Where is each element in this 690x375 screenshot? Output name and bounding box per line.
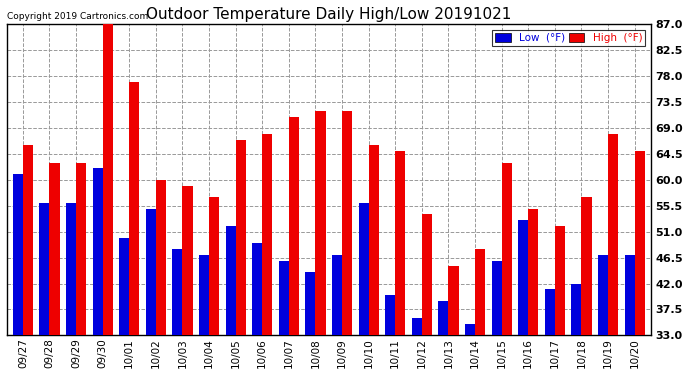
Bar (76, 163, 86, 335)
Legend: Low  (°F), High  (°F): Low (°F), High (°F) (493, 30, 645, 46)
Bar (438, 301, 449, 335)
Bar (635, 151, 644, 335)
Bar (236, 140, 246, 335)
Bar (385, 295, 395, 335)
Bar (555, 226, 565, 335)
Bar (92, 168, 103, 335)
Bar (172, 249, 182, 335)
Bar (465, 324, 475, 335)
Bar (226, 226, 236, 335)
Bar (66, 203, 76, 335)
Bar (529, 209, 538, 335)
Bar (103, 19, 112, 335)
Bar (475, 249, 485, 335)
Bar (289, 117, 299, 335)
Bar (608, 134, 618, 335)
Bar (624, 255, 635, 335)
Bar (129, 82, 139, 335)
Bar (262, 134, 273, 335)
Bar (412, 318, 422, 335)
Bar (182, 186, 193, 335)
Bar (544, 290, 555, 335)
Bar (315, 111, 326, 335)
Bar (23, 146, 33, 335)
Bar (50, 163, 59, 335)
Bar (491, 261, 502, 335)
Title: Outdoor Temperature Daily High/Low 20191021: Outdoor Temperature Daily High/Low 20191… (146, 7, 511, 22)
Bar (209, 197, 219, 335)
Bar (199, 255, 209, 335)
Bar (518, 220, 529, 335)
Bar (342, 111, 352, 335)
Bar (119, 237, 129, 335)
Bar (448, 266, 459, 335)
Bar (279, 261, 289, 335)
Bar (13, 174, 23, 335)
Bar (502, 163, 512, 335)
Bar (359, 203, 368, 335)
Bar (252, 243, 262, 335)
Bar (332, 255, 342, 335)
Bar (146, 209, 156, 335)
Bar (582, 197, 591, 335)
Bar (156, 180, 166, 335)
Bar (395, 151, 405, 335)
Bar (571, 284, 582, 335)
Bar (39, 203, 50, 335)
Text: Copyright 2019 Cartronics.com: Copyright 2019 Cartronics.com (7, 12, 148, 21)
Bar (368, 146, 379, 335)
Bar (598, 255, 608, 335)
Bar (306, 272, 315, 335)
Bar (422, 214, 432, 335)
